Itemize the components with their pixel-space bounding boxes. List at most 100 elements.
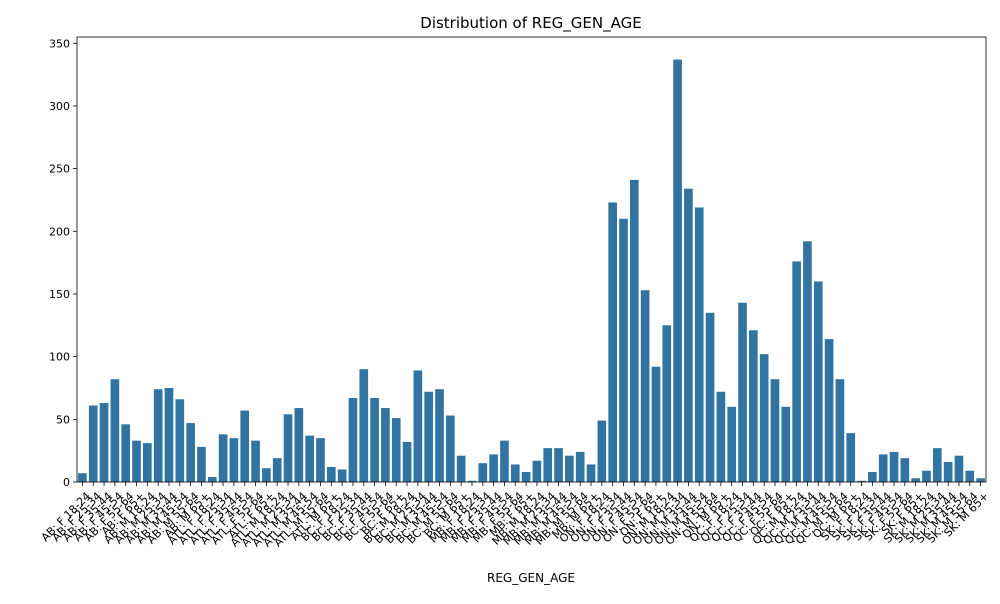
bar: [164, 387, 174, 482]
x-axis-label: REG_GEN_AGE: [487, 571, 575, 585]
bar: [597, 420, 607, 482]
bar: [619, 218, 628, 482]
bar: [197, 446, 206, 482]
bar: [749, 330, 758, 482]
bar: [500, 440, 509, 482]
bar: [110, 379, 120, 482]
bar: [435, 389, 444, 482]
bar: [727, 406, 737, 482]
bar: [272, 458, 282, 482]
bar: [575, 451, 585, 482]
bar: [694, 207, 704, 482]
bar: [305, 435, 314, 482]
bar: [868, 471, 877, 482]
bar: [554, 448, 563, 482]
bar: [943, 461, 953, 482]
bar: [88, 405, 98, 482]
bar: [792, 261, 801, 482]
plot-frame: [76, 36, 987, 483]
bar: [565, 455, 574, 482]
bar: [467, 480, 477, 482]
bar: [889, 451, 899, 482]
bar: [932, 448, 942, 482]
bar: [835, 379, 845, 482]
bar: [716, 391, 726, 482]
bar: [911, 478, 920, 482]
bar: [121, 424, 131, 482]
bars-layer: [78, 59, 985, 482]
bar: [175, 399, 185, 482]
bar: [391, 418, 401, 482]
bar: [521, 471, 531, 482]
bar: [381, 408, 390, 482]
bar: [294, 408, 304, 482]
bar: [543, 448, 553, 482]
bar: [813, 281, 823, 482]
bar: [337, 469, 347, 482]
bar: [651, 366, 661, 482]
y-axis: 0 50 100 150 200 250 300 350: [49, 37, 77, 489]
bar: [348, 398, 358, 482]
bar: [900, 458, 910, 482]
bar: [262, 468, 271, 482]
bar: [640, 290, 650, 482]
bar: [824, 339, 834, 482]
bar: [316, 438, 325, 482]
bar: [424, 391, 434, 482]
bar: [738, 302, 747, 482]
bar: [251, 440, 260, 482]
bar: [446, 415, 455, 482]
bar: [673, 59, 682, 482]
y-tick-label: 0: [63, 476, 70, 489]
bar: [489, 454, 498, 482]
y-tick-label: 200: [49, 225, 70, 238]
bar: [143, 443, 152, 482]
bar: [662, 325, 672, 482]
bar: [218, 434, 228, 482]
y-tick-label: 50: [56, 413, 70, 426]
bar: [586, 464, 596, 482]
y-tick-label: 100: [49, 351, 70, 364]
y-tick-label: 250: [49, 163, 70, 176]
bar: [759, 354, 769, 482]
bar: [326, 466, 336, 482]
bar: [240, 410, 250, 482]
bar: [922, 470, 931, 482]
bar: [705, 312, 715, 482]
bar: [878, 454, 888, 482]
bar: [283, 414, 293, 482]
bar: [857, 480, 866, 482]
bar: [803, 241, 812, 482]
bar: [965, 470, 975, 482]
bar: [78, 473, 87, 482]
bar: [770, 379, 780, 482]
bar: [153, 389, 163, 482]
bar: [954, 455, 964, 482]
bar: [846, 433, 856, 482]
bar: [456, 455, 466, 482]
bar: [132, 440, 141, 482]
bar: [608, 202, 617, 482]
bar: [229, 438, 239, 482]
bar: [99, 403, 109, 482]
bar: [532, 460, 542, 482]
bar: [781, 406, 791, 482]
bar: [186, 423, 195, 482]
bar: [207, 476, 217, 482]
bar: [359, 369, 369, 482]
bar: [370, 398, 379, 482]
bar: [510, 464, 520, 482]
y-tick-label: 150: [49, 288, 70, 301]
bar: [402, 441, 412, 482]
y-tick-label: 350: [49, 37, 70, 50]
bar: [478, 463, 488, 482]
bar: [976, 478, 985, 482]
chart-title: Distribution of REG_GEN_AGE: [420, 14, 641, 33]
bar: [684, 188, 693, 482]
bar: [413, 370, 423, 482]
bar: [629, 179, 639, 482]
y-tick-label: 300: [49, 100, 70, 113]
